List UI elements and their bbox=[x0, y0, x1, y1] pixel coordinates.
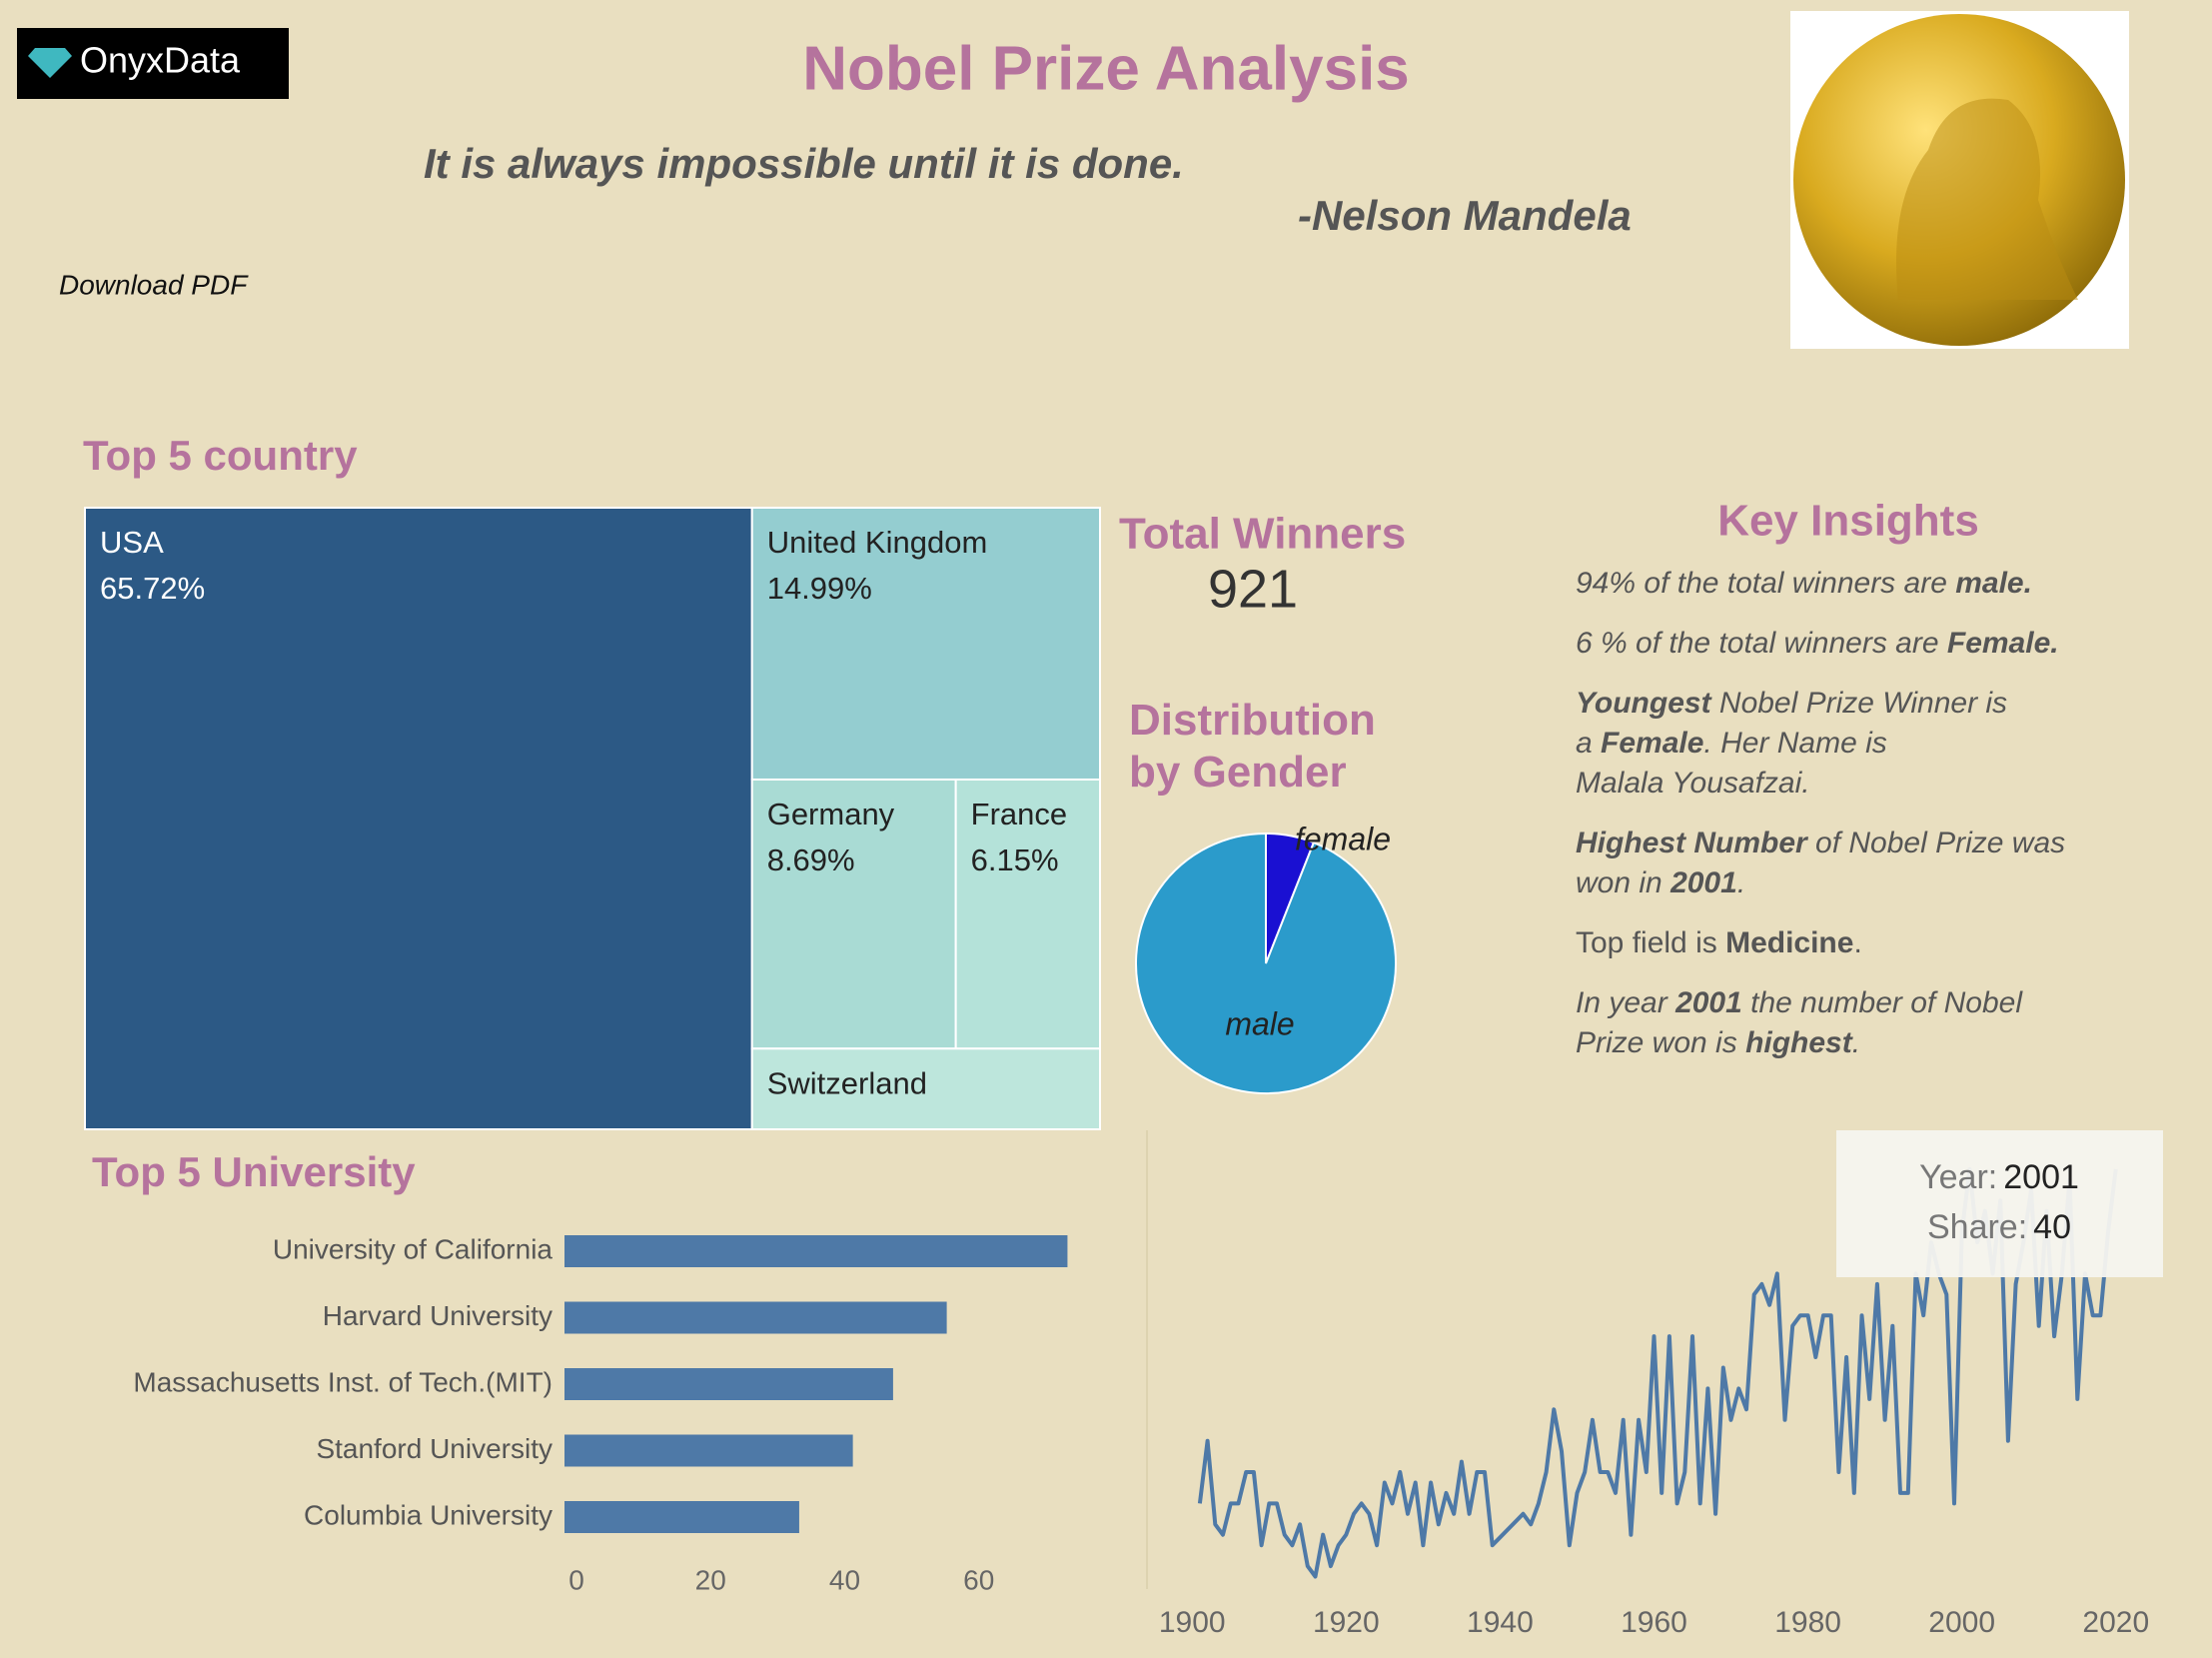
insight-text: 2001 bbox=[1669, 866, 1737, 899]
quote-author: -Nelson Mandela bbox=[1298, 192, 1632, 239]
x-tick-label: 2020 bbox=[2082, 1606, 2149, 1639]
chart-title: Top 5 country bbox=[83, 432, 358, 479]
treemap-value: 8.69% bbox=[767, 842, 855, 877]
treemap-value: 65.72% bbox=[100, 571, 205, 606]
x-tick-label: 20 bbox=[695, 1564, 726, 1595]
x-tick-label: 60 bbox=[963, 1564, 994, 1595]
bar bbox=[564, 1301, 947, 1334]
insight-line: a Female. Her Name is bbox=[1576, 727, 1887, 760]
treemap-cell bbox=[84, 507, 753, 1130]
insight-text: Highest Number bbox=[1576, 827, 1809, 859]
y-tick-label: Harvard University bbox=[323, 1300, 553, 1331]
bar bbox=[564, 1235, 1068, 1267]
tooltip-line: Year: 2001 bbox=[1919, 1158, 2079, 1196]
x-tick-label: 1900 bbox=[1159, 1606, 1226, 1639]
insight-text: . bbox=[1852, 1026, 1860, 1059]
insight-text: Malala Yousafzai. bbox=[1576, 767, 1810, 800]
insight-text: In year bbox=[1576, 986, 1675, 1019]
download-link[interactable]: Download PDF bbox=[59, 269, 249, 300]
treemap-cell bbox=[750, 778, 957, 1050]
x-tick-label: 0 bbox=[568, 1564, 584, 1595]
chart-title-line: Distribution bbox=[1129, 696, 1376, 745]
insight-text: Nobel Prize Winner is bbox=[1711, 687, 2008, 720]
tooltip-value: 40 bbox=[2033, 1208, 2071, 1246]
y-tick-label: Columbia University bbox=[304, 1499, 553, 1530]
insight-line: Malala Yousafzai. bbox=[1576, 767, 1810, 800]
insight-text: the number of Nobel bbox=[1742, 986, 2024, 1019]
chart-title-line: by Gender bbox=[1129, 748, 1347, 797]
pie-slice bbox=[1135, 831, 1397, 1094]
chart-title: Top 5 University bbox=[92, 1148, 416, 1195]
treemap-label: USA bbox=[100, 525, 164, 560]
x-tick-label: 2000 bbox=[1928, 1606, 1995, 1639]
insight-line: Prize won is highest. bbox=[1576, 1026, 1860, 1059]
tooltip-box bbox=[1836, 1130, 2163, 1277]
insight-text: 94% of the total winners are bbox=[1576, 567, 1955, 600]
chart-title: Distribution by Gender bbox=[1129, 696, 1376, 797]
insight-text: . bbox=[1737, 866, 1745, 899]
insight-text: a bbox=[1576, 727, 1601, 760]
x-tick-label: 40 bbox=[829, 1564, 860, 1595]
logo: OnyxData bbox=[80, 40, 241, 81]
treemap-label: United Kingdom bbox=[767, 525, 988, 560]
insight-text: Medicine bbox=[1725, 926, 1853, 959]
tooltip-value: 2001 bbox=[2003, 1158, 2079, 1196]
insight-line: In year 2001 the number of Nobel bbox=[1576, 986, 2023, 1019]
insight-text: Youngest bbox=[1576, 687, 1713, 720]
treemap-label: Switzerland bbox=[767, 1065, 927, 1100]
insight-text: 2001 bbox=[1674, 986, 1742, 1019]
insight-text: . Her Name is bbox=[1703, 727, 1886, 760]
x-tick-label: 1920 bbox=[1313, 1606, 1380, 1639]
x-tick-label: 1940 bbox=[1467, 1606, 1534, 1639]
treemap-value: 6.15% bbox=[971, 842, 1059, 877]
treemap-cell bbox=[750, 1047, 1101, 1130]
insight-text: highest bbox=[1745, 1026, 1854, 1059]
insight-line: Top field is Medicine. bbox=[1576, 926, 1862, 959]
title: Nobel Prize Analysis bbox=[802, 34, 1410, 103]
bar bbox=[564, 1368, 893, 1400]
treemap-label: France bbox=[971, 797, 1067, 831]
insight-text: Female bbox=[1601, 727, 1703, 760]
insight-text: 6 % of the total winners are bbox=[1576, 627, 1947, 660]
total-winners-value: 921 bbox=[1208, 559, 1298, 619]
tooltip-label: Share: bbox=[1927, 1208, 2027, 1246]
insight-line: 6 % of the total winners are Female. bbox=[1576, 627, 2059, 660]
insight-line: 94% of the total winners are male. bbox=[1576, 567, 2032, 600]
insight-text: Top field is bbox=[1576, 926, 1725, 959]
y-tick-label: University of California bbox=[273, 1233, 553, 1264]
insight-line: won in 2001. bbox=[1576, 866, 1745, 899]
bar bbox=[564, 1434, 853, 1467]
tooltip-label: Year: bbox=[1919, 1158, 1997, 1196]
insight-text: . bbox=[1853, 926, 1861, 959]
insight-text: won in bbox=[1576, 866, 1670, 899]
treemap-cell bbox=[954, 778, 1101, 1050]
insights-title: Key Insights bbox=[1717, 497, 1979, 546]
insight-text: Prize won is bbox=[1576, 1026, 1745, 1059]
insight-text: of Nobel Prize was bbox=[1807, 827, 2065, 859]
logo-icon bbox=[28, 48, 72, 78]
x-tick-label: 1980 bbox=[1774, 1606, 1841, 1639]
bar bbox=[564, 1501, 799, 1533]
x-tick-label: 1960 bbox=[1621, 1606, 1687, 1639]
y-tick-label: Massachusetts Inst. of Tech.(MIT) bbox=[133, 1366, 553, 1397]
insight-text: Female. bbox=[1947, 627, 2059, 660]
pie-label: male bbox=[1225, 1005, 1294, 1041]
insight-line: Youngest Nobel Prize Winner is bbox=[1576, 687, 2007, 720]
treemap-value: 14.99% bbox=[767, 571, 872, 606]
total-winners-label: Total Winners bbox=[1119, 510, 1406, 559]
insight-line: Highest Number of Nobel Prize was bbox=[1576, 827, 2065, 859]
quote: It is always impossible until it is done… bbox=[424, 140, 1184, 187]
medal-profile bbox=[1896, 98, 2078, 300]
y-tick-label: Stanford University bbox=[316, 1433, 553, 1464]
treemap-label: Germany bbox=[767, 797, 895, 831]
insight-text: male. bbox=[1955, 567, 2032, 600]
tooltip-line: Share: 40 bbox=[1927, 1208, 2071, 1246]
pie-label: female bbox=[1295, 821, 1391, 856]
